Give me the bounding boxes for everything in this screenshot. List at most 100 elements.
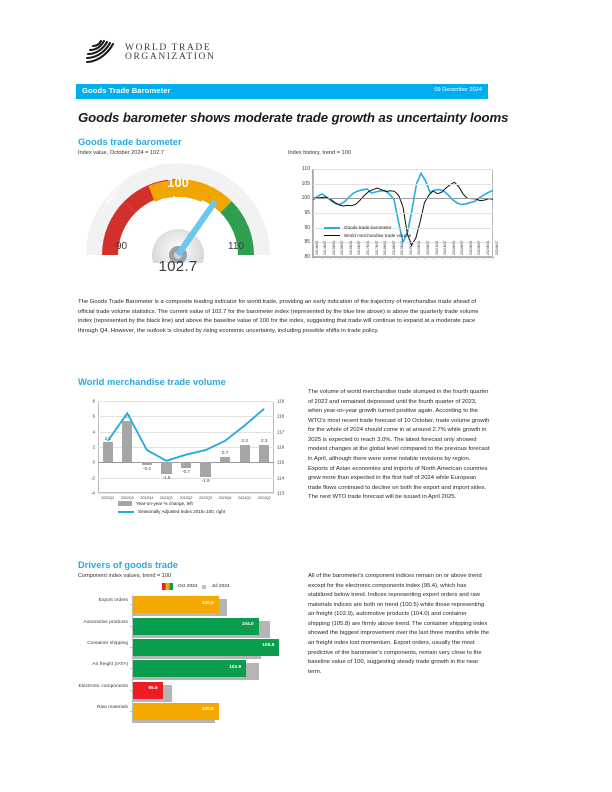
section-sub-drivers: Component index values, trend = 100: [78, 573, 172, 579]
x-axis-tick: 2017M07: [374, 240, 379, 255]
right-axis-tick: 119: [277, 398, 285, 404]
x-axis-tick: 2019M07: [408, 240, 413, 255]
driver-row: 102.9 Air freight (IATA): [92, 660, 293, 681]
x-axis-category: 2024Q1: [238, 496, 252, 500]
x-tick-mark: [424, 257, 426, 259]
index-history-chart: 80 85 90 95 100 105 110 2014M01 2014M07 2015M01 20…: [286, 163, 499, 281]
legend-swatch-sa-index: [118, 510, 134, 513]
bar-value-label: 2.6: [104, 435, 111, 441]
paragraph-intro: The Goods Trade Barometer is a composite…: [78, 299, 479, 334]
wto-logo: WORLD TRADE ORGANIZATION: [84, 38, 215, 68]
section-heading-barometer: Goods trade barometer: [78, 136, 182, 147]
x-axis-tick: 2021M07: [443, 240, 448, 255]
x-axis-tick: 2021M01: [434, 240, 439, 255]
driver-value-label: 104.0: [241, 622, 254, 627]
left-axis-tick: 2: [92, 444, 95, 450]
wmtv-plot: -4 -2 0 2 4 6 8 113 114 115 116 117 118 119 2.6 2022Q2 5…: [91, 399, 284, 501]
gridline: [313, 227, 493, 229]
legend-label-yoy: Year-on-year % change, left: [136, 501, 193, 506]
bar: [220, 456, 231, 463]
gridline: [98, 401, 274, 402]
left-axis-tick: 0: [92, 459, 95, 465]
bar-value-label: -0.4: [142, 466, 151, 472]
x-axis-tick: 2022M01: [451, 240, 456, 255]
x-axis-tick: 2023M01: [468, 240, 473, 255]
x-axis-tick: 2018M01: [383, 240, 388, 255]
x-tick-mark: [467, 257, 469, 259]
document-title: Goods Trade Barometer: [82, 86, 171, 95]
driver-category-label: Automotive products: [83, 619, 128, 625]
logo-text-line1: WORLD TRADE: [125, 42, 212, 53]
x-tick-mark: [338, 257, 340, 259]
gridline: [98, 493, 274, 494]
x-tick-mark: [484, 257, 486, 259]
x-tick-mark: [321, 257, 323, 259]
x-axis-tick: 2019M01: [400, 240, 405, 255]
gridline: [98, 416, 274, 418]
x-axis-tick: 2024M01: [486, 240, 491, 255]
document-date: 09 December 2024: [434, 86, 482, 93]
y-axis-tick: 80: [304, 254, 310, 260]
legend-swatch-oct: [162, 583, 173, 590]
gridline: [313, 213, 493, 214]
gauge-max-label: 110: [228, 241, 244, 252]
gauge-center-label: 100: [167, 175, 189, 190]
wmtv-chart: -4 -2 0 2 4 6 8 113 114 115 116 117 118 119 2.6 2022Q2 5…: [78, 395, 300, 520]
x-tick-mark: [398, 257, 400, 259]
driver-row: 104.0 Automotive products: [83, 617, 293, 638]
x-tick-mark: [313, 257, 314, 259]
x-axis-tick: 2015M01: [331, 240, 336, 255]
logo-text-line2: ORGANIZATION: [125, 52, 216, 62]
bar: [259, 444, 270, 463]
gauge-chart: 100 BELOW TREND ABOVE TREND 90 110 102.7: [78, 151, 278, 301]
axis-tick-mark: [130, 625, 133, 627]
x-tick-mark: [415, 257, 417, 259]
bar: [122, 420, 133, 463]
driver-bar-current: 105.8: [133, 638, 280, 656]
drivers-legend: Oct 2024 Jul 2024: [162, 583, 230, 590]
x-tick-mark: [381, 257, 383, 259]
y-axis-tick: 105: [301, 180, 310, 187]
driver-bar-current: 102.9: [133, 660, 247, 678]
driver-row: 105.8 Container shipping: [87, 638, 293, 659]
index-history-legend: Goods trade barometer World merchandise …: [324, 225, 411, 241]
legend-item-sa-index: Seasonally Adjusted Index 2015=100, righ…: [118, 509, 225, 514]
bar-value-label: 0.7: [221, 450, 229, 456]
document-title-bar: Goods Trade Barometer 09 December 2024: [76, 84, 488, 99]
right-axis-tick: 116: [277, 444, 285, 450]
bar: [141, 462, 152, 466]
driver-value-label: 105.8: [262, 643, 275, 649]
section-heading-drivers: Drivers of goods trade: [78, 559, 179, 570]
bar-value-label: 2.3: [261, 438, 268, 444]
left-axis-tick: 4: [92, 429, 95, 435]
legend-swatch-volume: [324, 234, 340, 237]
bar-value-label: -1.5: [162, 474, 171, 480]
x-tick-mark: [433, 257, 434, 259]
gridline: [98, 447, 274, 448]
driver-category-label: Electronic components: [78, 683, 128, 689]
x-axis-tick: 2015M07: [340, 240, 345, 255]
x-axis-tick: 2020M07: [426, 240, 431, 255]
driver-value-label: 95.6: [148, 686, 158, 691]
legend-label-sa-index: Seasonally Adjusted Index 2015=100, righ…: [138, 509, 226, 514]
left-axis-tick: 6: [92, 413, 95, 419]
bar-value-label: -1.9: [201, 477, 210, 483]
legend-item-yoy: Year-on-year % change, left: [118, 501, 225, 506]
x-tick-mark: [347, 257, 349, 259]
x-axis-category: 2023Q2: [179, 496, 193, 500]
driver-category-label: Air freight (IATA): [92, 662, 128, 668]
legend-swatch-barometer: [324, 226, 340, 229]
x-axis-category: 2022Q4: [140, 496, 154, 500]
x-tick-mark: [458, 257, 460, 259]
x-axis-category: 2023Q4: [218, 496, 232, 500]
x-axis-tick: 2017M01: [366, 240, 371, 255]
driver-value-label: 102.9: [229, 664, 242, 670]
paragraph-wmtv: The volume of world merchandise trade sl…: [308, 389, 490, 501]
legend-label-volume: World merchandise trade volume: [344, 233, 412, 238]
y-axis-tick: 100: [301, 195, 310, 202]
y-axis-tick: 95: [304, 210, 310, 216]
x-axis-tick: 2023M07: [477, 240, 482, 255]
bar-value-label: 2.3: [241, 438, 248, 444]
driver-bar-current: 104.0: [133, 617, 259, 635]
